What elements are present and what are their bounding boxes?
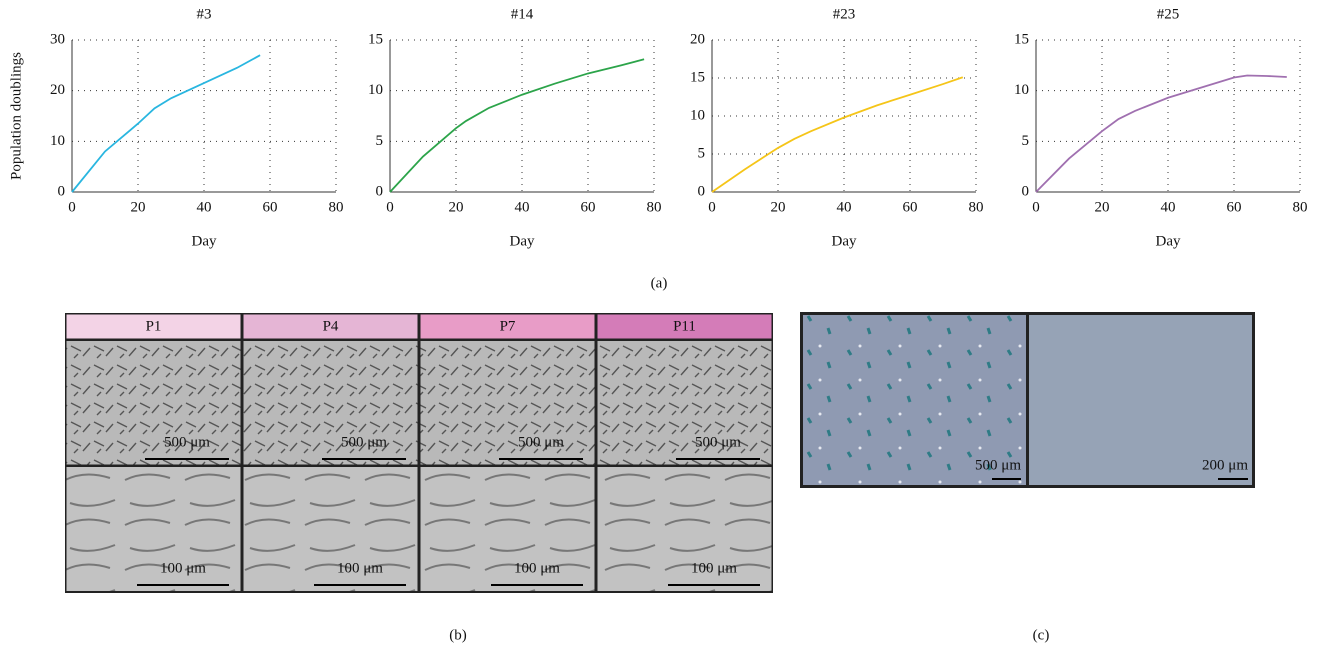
x-tick-label: 40	[515, 199, 530, 215]
x-tick-label: 20	[449, 199, 464, 215]
x-tick-label: 80	[329, 199, 344, 215]
y-tick-label: 5	[698, 145, 706, 161]
y-tick-label: 0	[698, 183, 706, 199]
y-tick-label: 15	[690, 69, 705, 85]
x-axis-label: Day	[192, 233, 217, 249]
growth-line	[711, 76, 964, 193]
y-tick-label: 20	[690, 31, 705, 47]
x-tick-label: 20	[1095, 199, 1110, 215]
scale-label: 100 μm	[514, 560, 560, 576]
panel-label: (c)	[1033, 627, 1050, 643]
x-axis-label: Day	[832, 233, 857, 249]
scale-label: 500 μm	[975, 457, 1021, 473]
growth-line	[389, 58, 645, 193]
chart-title: #14	[511, 6, 534, 22]
x-tick-label: 60	[903, 199, 918, 215]
y-tick-label: 10	[1014, 82, 1029, 98]
x-tick-label: 80	[647, 199, 662, 215]
y-tick-label: 10	[690, 107, 705, 123]
scale-label: 500 μm	[341, 434, 387, 450]
cell-image	[597, 467, 772, 591]
growth-line	[71, 54, 261, 193]
scale-label: 100 μm	[337, 560, 383, 576]
x-axis-label: Day	[1156, 233, 1181, 249]
x-tick-label: 60	[581, 199, 596, 215]
growth-line	[1035, 74, 1287, 193]
cell-image	[66, 341, 241, 465]
y-tick-label: 10	[50, 133, 65, 149]
passage-label: P4	[323, 318, 339, 334]
x-tick-label: 0	[68, 199, 76, 215]
cell-image	[420, 467, 595, 591]
passage-header	[420, 314, 595, 339]
x-tick-label: 40	[1161, 199, 1176, 215]
scale-label: 500 μm	[164, 434, 210, 450]
y-tick-label: 15	[1014, 31, 1029, 47]
passage-header	[597, 314, 772, 339]
y-tick-label: 0	[58, 183, 66, 199]
y-tick-label: 30	[50, 31, 65, 47]
x-tick-label: 0	[1032, 199, 1040, 215]
y-tick-label: 5	[376, 133, 384, 149]
y-tick-label: 0	[1022, 183, 1030, 199]
y-tick-label: 5	[1022, 133, 1030, 149]
staining-image	[803, 315, 1026, 485]
y-tick-label: 10	[368, 82, 383, 98]
x-tick-label: 0	[386, 199, 394, 215]
scale-label: 100 μm	[691, 560, 737, 576]
x-tick-label: 20	[771, 199, 786, 215]
cell-image	[420, 341, 595, 465]
x-tick-label: 60	[1227, 199, 1242, 215]
scale-label: 200 μm	[1202, 457, 1248, 473]
x-axis-label: Day	[510, 233, 535, 249]
chart-title: #23	[833, 6, 856, 22]
cell-image	[243, 467, 418, 591]
x-tick-label: 0	[708, 199, 716, 215]
x-tick-label: 80	[1293, 199, 1308, 215]
panel-label: (a)	[651, 275, 668, 291]
scale-label: 500 μm	[518, 434, 564, 450]
passage-label: P11	[673, 318, 696, 334]
chart-title: #3	[197, 6, 212, 22]
y-tick-label: 0	[376, 183, 384, 199]
staining-image	[1029, 315, 1252, 485]
panel-label: (b)	[449, 627, 467, 643]
scale-label: 100 μm	[160, 560, 206, 576]
passage-label: P1	[146, 318, 162, 334]
x-tick-label: 60	[263, 199, 278, 215]
chart-title: #25	[1157, 6, 1180, 22]
y-axis-label: Population doublings	[8, 52, 24, 180]
passage-header	[66, 314, 241, 339]
cell-image	[597, 341, 772, 465]
y-tick-label: 20	[50, 82, 65, 98]
scale-label: 500 μm	[695, 434, 741, 450]
passage-label: P7	[500, 318, 516, 334]
y-tick-label: 15	[368, 31, 383, 47]
cell-image	[243, 341, 418, 465]
cell-image	[66, 467, 241, 591]
x-tick-label: 80	[969, 199, 984, 215]
passage-header	[243, 314, 418, 339]
x-tick-label: 40	[197, 199, 212, 215]
x-tick-label: 40	[837, 199, 852, 215]
panel-c	[800, 312, 1255, 488]
x-tick-label: 20	[131, 199, 146, 215]
